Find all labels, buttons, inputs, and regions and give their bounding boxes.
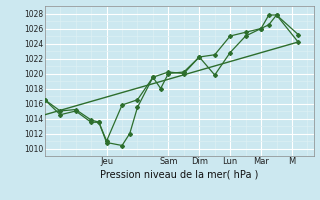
X-axis label: Pression niveau de la mer( hPa ): Pression niveau de la mer( hPa )	[100, 169, 258, 179]
